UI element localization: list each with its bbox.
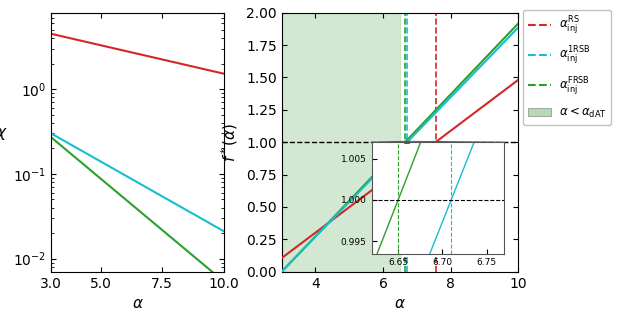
Y-axis label: $f^*(\alpha)$: $f^*(\alpha)$ bbox=[220, 123, 241, 162]
Bar bbox=[282, 13, 400, 272]
X-axis label: $\alpha$: $\alpha$ bbox=[394, 296, 406, 311]
X-axis label: $\alpha$: $\alpha$ bbox=[132, 296, 143, 311]
Y-axis label: $\chi$: $\chi$ bbox=[0, 126, 8, 142]
Legend: $\alpha_{\mathregular{inj}}^{\mathregular{RS}}$, $\alpha_{\mathregular{inj}}^{\m: $\alpha_{\mathregular{inj}}^{\mathregula… bbox=[523, 10, 611, 125]
